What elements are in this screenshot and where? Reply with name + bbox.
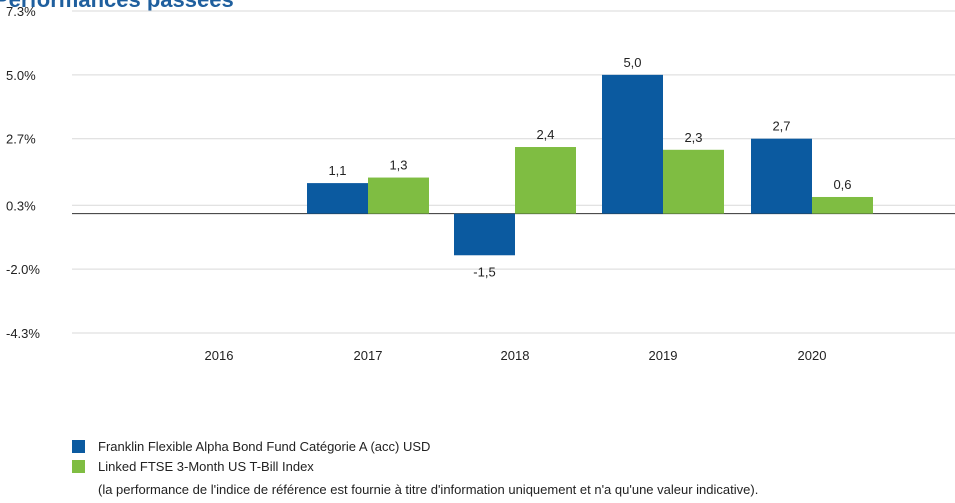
y-tick-label: -4.3% (6, 326, 40, 341)
bar-value-label: 1,1 (328, 163, 346, 178)
x-tick-label: 2018 (501, 348, 530, 363)
y-tick-label: 7.3% (6, 4, 36, 19)
bar-value-label: 0,6 (833, 177, 851, 192)
legend-swatch-index (72, 459, 85, 473)
bar-fund-2019 (602, 74, 663, 214)
bar-fund-2017 (307, 183, 368, 214)
bar-value-label: -1,5 (473, 264, 495, 279)
legend-item-fund: Franklin Flexible Alpha Bond Fund Catégo… (72, 436, 430, 456)
chart-title: Performances passées (0, 0, 234, 13)
bar-fund-2018 (454, 213, 515, 256)
x-tick-label: 2019 (649, 348, 678, 363)
legend-label-index: Linked FTSE 3-Month US T-Bill Index (98, 458, 314, 474)
bar-value-label: 5,0 (623, 55, 641, 70)
bar-index-2018 (515, 147, 576, 214)
legend-label-fund: Franklin Flexible Alpha Bond Fund Catégo… (98, 438, 431, 454)
legend-item-index: Linked FTSE 3-Month US T-Bill Index (72, 456, 430, 476)
bar-value-label: 1,3 (389, 158, 407, 173)
x-tick-label: 2016 (205, 348, 234, 363)
legend-swatch-fund (72, 439, 85, 453)
chart-legend: Franklin Flexible Alpha Bond Fund Catégo… (72, 436, 430, 476)
x-tick-label: 2017 (354, 348, 383, 363)
y-tick-label: -2.0% (6, 262, 40, 277)
bar-index-2019 (663, 149, 724, 214)
legend-note: (la performance de l'indice de référence… (98, 482, 759, 497)
bar-value-label: 2,4 (536, 127, 554, 142)
bar-value-label: 2,7 (772, 119, 790, 134)
bar-index-2020 (812, 196, 873, 214)
y-tick-label: 2.7% (6, 132, 36, 147)
bar-fund-2020 (751, 138, 812, 214)
bar-value-label: 2,3 (684, 130, 702, 145)
y-tick-label: 5.0% (6, 68, 36, 83)
y-tick-label: 0.3% (6, 198, 36, 213)
bar-index-2017 (368, 177, 429, 214)
x-tick-label: 2020 (798, 348, 827, 363)
